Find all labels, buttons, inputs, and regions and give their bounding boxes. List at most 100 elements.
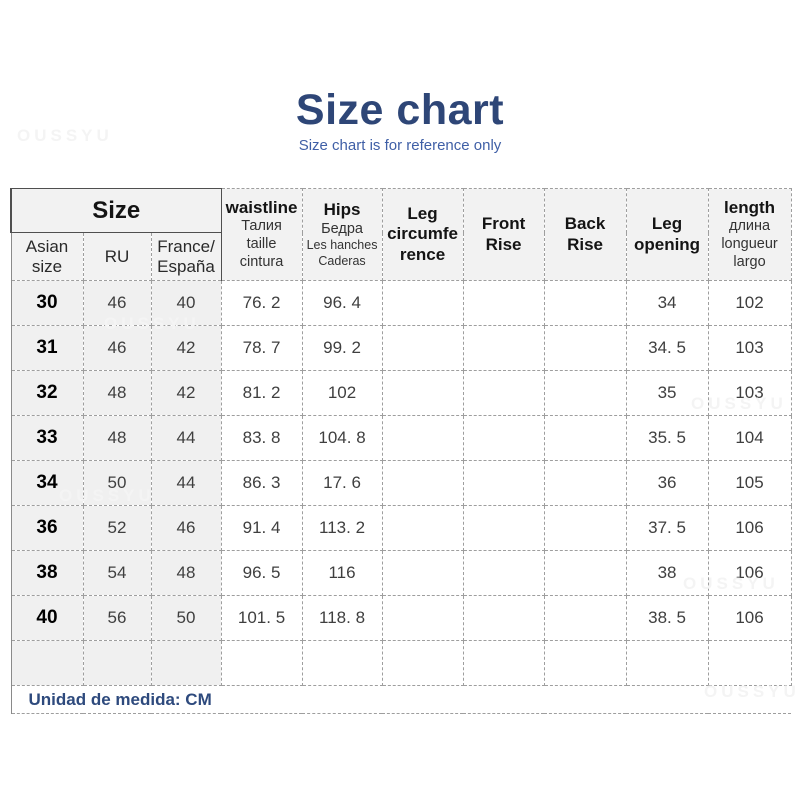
- cell-leg-opening: [625, 640, 709, 686]
- cell-leg-opening: 38. 5: [625, 595, 709, 641]
- table-row: [10, 640, 792, 686]
- footer-row: Unidad de medida: CM: [11, 685, 792, 714]
- col-header-back-rise-label: Back Rise: [564, 214, 606, 254]
- cell-asian-size: 40: [10, 595, 84, 641]
- cell-leg-circumference: [381, 280, 464, 326]
- col-header-size: Size: [9, 188, 222, 233]
- cell-leg-opening: 37. 5: [625, 505, 709, 551]
- col-header-back-rise: Back Rise: [543, 188, 627, 281]
- col-header-length-translations: длина longueur largo: [721, 218, 778, 270]
- cell-back-rise: [543, 325, 627, 371]
- cell-ru: 46: [82, 280, 152, 326]
- cell-back-rise: [543, 460, 627, 506]
- cell-leg-circumference: [381, 595, 464, 641]
- cell-length: 103: [707, 370, 792, 416]
- cell-back-rise: [543, 505, 627, 551]
- cell-ru: 54: [82, 550, 152, 596]
- cell-ru: 50: [82, 460, 152, 506]
- cell-hips: 17. 6: [301, 460, 383, 506]
- cell-front-rise: [462, 505, 545, 551]
- col-header-front-rise-label: Front Rise: [481, 214, 526, 254]
- cell-waistline: 83. 8: [220, 415, 303, 461]
- cell-leg-opening: 38: [625, 550, 709, 596]
- cell-front-rise: [462, 550, 545, 596]
- table-row: 34 50 44 86. 3 17. 6 36 105: [10, 460, 792, 506]
- cell-length: 105: [707, 460, 792, 506]
- cell-ru: [82, 640, 152, 686]
- cell-france: 48: [150, 550, 222, 596]
- cell-waistline: 86. 3: [220, 460, 303, 506]
- cell-hips: 96. 4: [301, 280, 383, 326]
- cell-asian-size: 32: [10, 370, 84, 416]
- table-row: 38 54 48 96. 5 116 38 106: [10, 550, 792, 596]
- col-header-leg-circumference-label: Leg circumfe rence: [387, 203, 458, 264]
- cell-length: 102: [707, 280, 792, 326]
- cell-back-rise: [543, 370, 627, 416]
- cell-france: 42: [150, 370, 222, 416]
- cell-france: 40: [150, 280, 222, 326]
- cell-asian-size: 36: [10, 505, 84, 551]
- cell-asian-size: 38: [10, 550, 84, 596]
- cell-back-rise: [543, 550, 627, 596]
- cell-front-rise: [462, 280, 545, 326]
- cell-waistline: 78. 7: [220, 325, 303, 371]
- cell-leg-opening: 35. 5: [625, 415, 709, 461]
- cell-asian-size: 33: [10, 415, 84, 461]
- col-header-waistline-translations: Талия taille cintura: [239, 218, 284, 270]
- header-row-size-systems: Asian size RU France/ España: [10, 232, 791, 281]
- cell-front-rise: [462, 595, 545, 641]
- col-header-leg-opening-label: Leg opening: [633, 214, 701, 254]
- cell-france: 50: [150, 595, 222, 641]
- col-header-hips: Hips Бедра Les hanches Caderas: [301, 188, 383, 281]
- heading-block: Size chart Size chart is for reference o…: [0, 0, 800, 154]
- cell-asian-size: 34: [10, 460, 84, 506]
- page-title: Size chart: [295, 86, 505, 134]
- cell-length: 103: [707, 325, 792, 371]
- cell-front-rise: [462, 325, 545, 371]
- cell-waistline: 101. 5: [220, 595, 303, 641]
- cell-front-rise: [462, 640, 545, 686]
- table-row: 40 56 50 101. 5 118. 8 38. 5 106: [10, 595, 792, 641]
- cell-ru: 46: [82, 325, 152, 371]
- col-header-leg-opening: Leg opening: [625, 188, 709, 281]
- table-row: 32 48 42 81. 2 102 35 103: [10, 370, 792, 416]
- cell-leg-opening: 36: [625, 460, 709, 506]
- cell-asian-size: 31: [10, 325, 84, 371]
- col-header-hips-label: Hips: [323, 200, 361, 220]
- cell-leg-circumference: [381, 325, 464, 371]
- cell-france: 44: [150, 415, 222, 461]
- cell-leg-circumference: [381, 505, 464, 551]
- cell-ru: 56: [82, 595, 152, 641]
- cell-france: 46: [150, 505, 222, 551]
- col-header-france-espana: France/ España: [150, 232, 222, 281]
- cell-leg-opening: 34. 5: [625, 325, 709, 371]
- cell-leg-opening: 35: [625, 370, 709, 416]
- table-row: 31 46 42 78. 7 99. 2 34. 5 103: [10, 325, 792, 371]
- cell-hips: 116: [301, 550, 383, 596]
- cell-hips: 104. 8: [301, 415, 383, 461]
- cell-length: 106: [707, 595, 792, 641]
- cell-asian-size: [10, 640, 84, 686]
- table-body: 30 46 40 76. 2 96. 4 34 102 31 46 42 78. 7 99. 2 34.…: [10, 280, 792, 686]
- header-row-group: Size waistline Талия taille cintura Hips…: [9, 188, 792, 281]
- col-header-asian-size: Asian size: [10, 232, 84, 281]
- cell-france: [150, 640, 222, 686]
- col-header-leg-circumference: Leg circumfe rence: [381, 188, 464, 281]
- cell-length: 106: [707, 505, 792, 551]
- cell-length: 104: [707, 415, 792, 461]
- cell-waistline: [220, 640, 303, 686]
- page-subtitle: Size chart is for reference only: [298, 137, 502, 154]
- cell-length: 106: [707, 550, 792, 596]
- cell-france: 44: [150, 460, 222, 506]
- cell-waistline: 91. 4: [220, 505, 303, 551]
- table-row: 33 48 44 83. 8 104. 8 35. 5 104: [10, 415, 792, 461]
- cell-ru: 52: [82, 505, 152, 551]
- col-header-length: length длина longueur largo: [707, 188, 792, 281]
- cell-hips: 99. 2: [301, 325, 383, 371]
- cell-waistline: 96. 5: [220, 550, 303, 596]
- cell-leg-opening: 34: [625, 280, 709, 326]
- cell-front-rise: [462, 415, 545, 461]
- cell-back-rise: [543, 595, 627, 641]
- cell-hips: 102: [301, 370, 383, 416]
